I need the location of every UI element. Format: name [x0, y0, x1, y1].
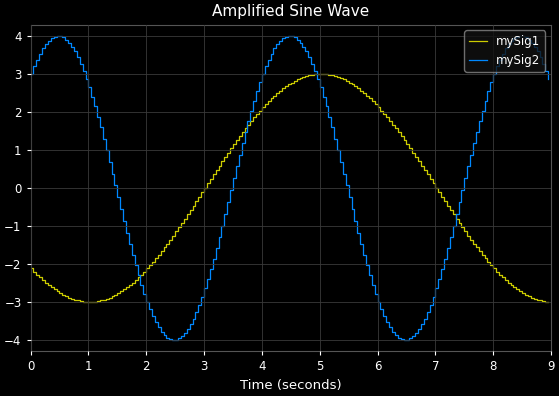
mySig2	[91, 104, 97, 109]
mySig1	[533, 297, 540, 302]
Legend: mySig1, mySig2: mySig1, mySig2	[465, 30, 545, 72]
mySig2	[169, 337, 176, 342]
mySig1	[137, 272, 144, 277]
mySig2	[53, 34, 60, 38]
mySig1	[85, 299, 92, 304]
mySig1	[545, 299, 552, 304]
Line: mySig1: mySig1	[31, 74, 548, 302]
Line: mySig2: mySig2	[31, 36, 548, 340]
mySig1	[91, 299, 97, 304]
mySig2	[533, 49, 540, 54]
X-axis label: Time (seconds): Time (seconds)	[240, 379, 342, 392]
mySig2	[230, 176, 236, 181]
mySig1	[316, 72, 323, 76]
mySig1	[27, 266, 34, 271]
mySig1	[227, 146, 234, 151]
mySig1	[493, 269, 500, 274]
mySig2	[493, 64, 500, 69]
mySig2	[545, 76, 552, 81]
mySig2	[36, 51, 42, 56]
Title: Amplified Sine Wave: Amplified Sine Wave	[212, 4, 369, 19]
mySig2	[137, 282, 144, 287]
mySig1	[36, 275, 42, 280]
mySig2	[27, 72, 34, 76]
